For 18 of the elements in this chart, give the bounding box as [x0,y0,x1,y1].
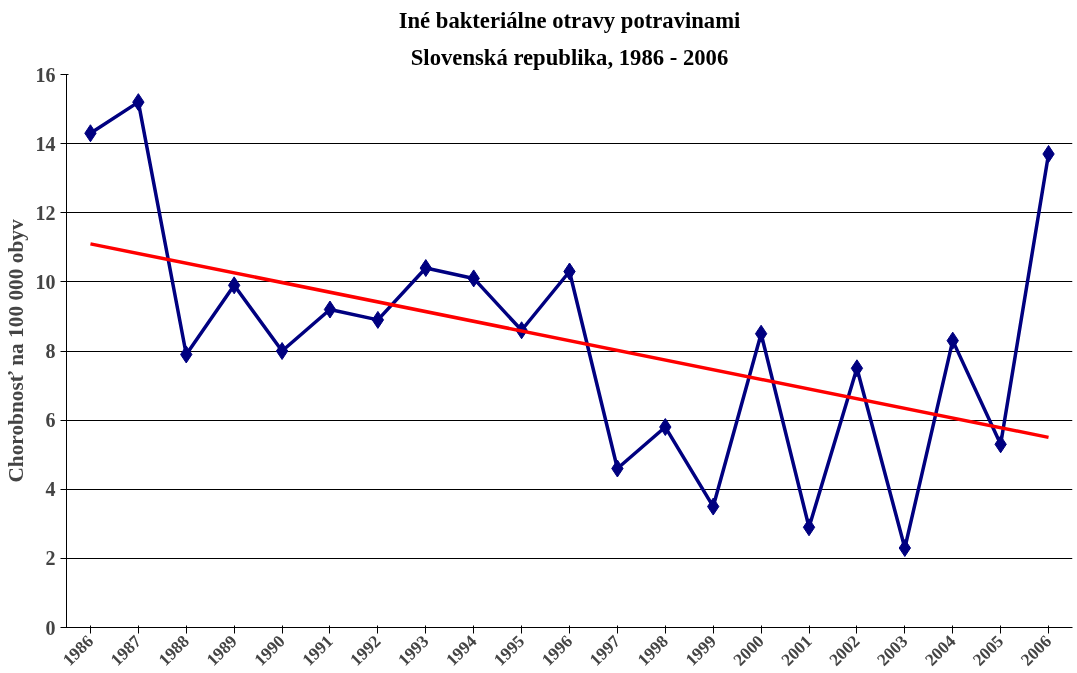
y-axis-title: Chorobnosť na 100 000 obyv [3,219,28,483]
y-tick-label: 8 [45,340,56,362]
point [850,359,864,378]
y-tick-label: 2 [45,547,56,570]
point [323,300,337,319]
y-tick-label: 10 [35,270,56,293]
point [371,310,385,329]
y-tick-label: 14 [35,132,56,155]
y-tick-label: 16 [35,63,56,86]
y-tick-label: 0 [45,616,56,639]
y-tick-label: 6 [45,409,56,432]
point [802,518,816,537]
chart-subtitle: Slovenská republika, 1986 - 2006 [410,44,729,70]
point [754,324,768,343]
chart-title: Iné bakteriálne otravy potravinami [398,7,741,33]
y-tick-label: 4 [45,478,56,501]
point [275,342,289,360]
y-tick-label: 12 [35,201,56,224]
